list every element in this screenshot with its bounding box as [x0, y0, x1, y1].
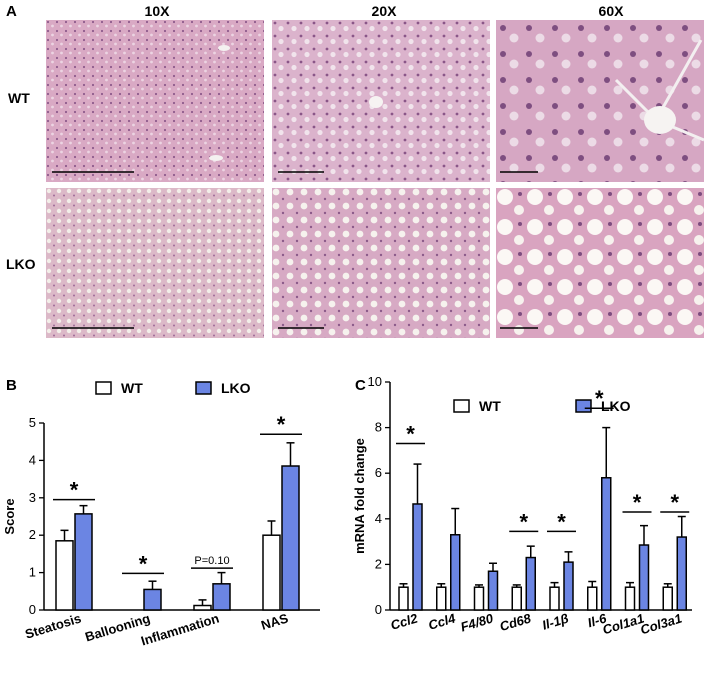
y-tick-label: 8 — [375, 420, 382, 435]
bar-lko — [525, 556, 536, 611]
bar-lko — [212, 583, 231, 611]
x-tick-label: Il-6 — [586, 610, 609, 630]
row-title-lko: LKO — [6, 256, 36, 272]
micrograph-wt-60x — [496, 20, 704, 182]
x-tick-label: Ccl2 — [389, 610, 420, 633]
column-title-20x: 20X — [371, 3, 397, 19]
legend-label-wt: WT — [479, 398, 501, 414]
bar-wt — [55, 540, 74, 611]
column-title-60x: 60X — [598, 3, 624, 19]
bar-wt — [398, 586, 409, 611]
bar-wt — [587, 586, 598, 611]
y-tick-label: 3 — [29, 490, 36, 505]
significance-star: * — [139, 551, 148, 576]
chart-c: C WT LKO 0 2 4 6 8 10 mRNA fold change Ccl2 Ccl4 F4/… — [352, 374, 692, 638]
significance-star: * — [557, 509, 566, 534]
legend-label-lko: LKO — [601, 398, 631, 414]
bar-lko — [74, 513, 93, 611]
x-tick-label: Cd68 — [498, 610, 534, 634]
bar-lko — [487, 570, 499, 611]
x-tick-label: NAS — [259, 610, 290, 632]
micrograph-lko-20x-image — [272, 188, 490, 338]
bar-wt — [436, 586, 447, 611]
y-axis-title: mRNA fold change — [352, 438, 367, 554]
legend-label-wt: WT — [121, 380, 143, 396]
micrograph-wt-20x-image — [272, 20, 490, 182]
x-tick-label: Il-1β — [540, 611, 570, 633]
micrograph-wt-10x-image — [46, 20, 264, 182]
micrograph-wt-10x — [46, 20, 264, 182]
bar-lko — [450, 534, 461, 611]
bar-wt — [262, 534, 281, 611]
micrograph-wt-60x-image — [496, 20, 704, 182]
column-title-10x: 10X — [144, 3, 170, 19]
bar-wt — [549, 586, 560, 611]
y-tick-label: 6 — [375, 465, 382, 480]
bar-wt — [193, 604, 212, 611]
significance-star: * — [70, 478, 79, 503]
y-axis-title: Score — [2, 498, 17, 534]
micrograph-lko-10x-image — [46, 188, 264, 338]
x-tick-label: Ccl4 — [426, 610, 457, 633]
legend-label-lko: LKO — [221, 380, 251, 396]
y-tick-label: 4 — [29, 452, 36, 467]
bar-lko — [676, 536, 687, 611]
bar-lko — [412, 503, 423, 611]
significance-star: * — [277, 412, 286, 437]
y-tick-label: 0 — [375, 602, 382, 617]
micrograph-lko-20x — [272, 188, 490, 338]
bar-wt — [511, 586, 522, 611]
bar-wt — [624, 586, 636, 611]
legend-swatch-lko — [195, 381, 212, 395]
x-tick-label: Col3a1 — [638, 611, 683, 638]
bar-lko — [601, 477, 612, 611]
legend-swatch-lko — [575, 399, 592, 413]
micrograph-wt-20x — [272, 20, 490, 182]
significance-star: * — [406, 422, 415, 447]
micrograph-lko-60x-image — [496, 188, 704, 338]
significance-star: * — [519, 509, 528, 534]
y-tick-label: 0 — [29, 602, 36, 617]
bar-wt — [662, 586, 673, 611]
panel-a-letter: A — [6, 3, 17, 20]
significance-star: * — [670, 490, 679, 515]
y-tick-label: 2 — [375, 556, 382, 571]
panel-b-letter: B — [6, 377, 17, 394]
y-tick-label: 10 — [368, 374, 382, 389]
micrograph-lko-60x — [496, 188, 704, 338]
panel-c-letter: C — [355, 377, 366, 394]
y-tick-label: 2 — [29, 527, 36, 542]
legend-swatch-wt — [95, 381, 112, 395]
bar-wt — [473, 586, 485, 611]
bar-lko — [143, 588, 162, 611]
bar-lko — [281, 465, 300, 611]
y-tick-label: 4 — [375, 511, 382, 526]
y-tick-label: 5 — [29, 415, 36, 430]
bar-lko — [638, 544, 650, 611]
x-tick-label: F4/80 — [459, 610, 496, 634]
y-tick-label: 1 — [29, 565, 36, 580]
row-title-wt: WT — [8, 90, 30, 106]
legend-swatch-wt — [453, 399, 470, 413]
bar-lko — [563, 561, 574, 611]
x-tick-label: Inflammation — [139, 611, 221, 649]
micrograph-lko-10x — [46, 188, 264, 338]
significance-star: * — [595, 386, 604, 411]
significance-star: * — [633, 490, 642, 515]
significance-text: P=0.10 — [194, 555, 229, 567]
